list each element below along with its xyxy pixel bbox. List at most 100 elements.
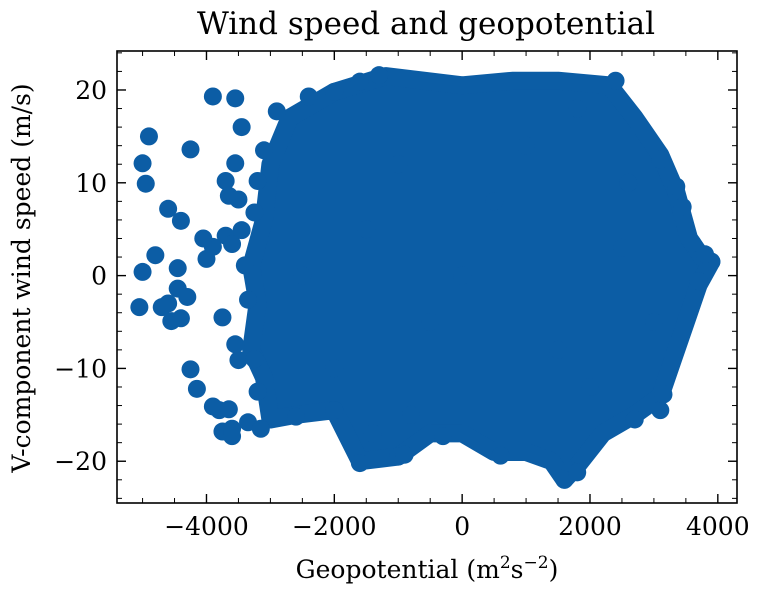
y-tick-label: 0 [91, 262, 107, 291]
scatter-point [229, 351, 248, 370]
x-axis-label: Geopotential (m2s−2) [296, 553, 559, 584]
scatter-point [286, 407, 305, 426]
scatter-point [568, 99, 587, 118]
scatter-point [325, 359, 344, 378]
scatter-point [606, 71, 625, 90]
scatter-point [216, 171, 235, 190]
scatter-point [568, 463, 587, 482]
scatter-point [363, 424, 382, 443]
scatter-point [136, 174, 155, 193]
scatter-point [203, 87, 222, 106]
scatter-point [696, 245, 715, 264]
scatter-point [232, 221, 251, 240]
chart-title: Wind speed and geopotential [197, 6, 655, 42]
y-tick-label: 20 [75, 76, 107, 105]
scatter-point [168, 259, 187, 278]
x-axis-label-main: Geopotential (m [296, 555, 500, 584]
scatter-point [350, 72, 369, 91]
scatter-point [226, 335, 245, 354]
scatter-point [248, 382, 267, 401]
scatter-point [357, 220, 376, 239]
scatter-point [491, 446, 510, 465]
scatter-point [433, 427, 452, 446]
scatter-point [267, 102, 286, 121]
scatter-point [389, 155, 408, 174]
scatter-point [133, 154, 152, 173]
scatter-point [133, 262, 152, 281]
scatter-point [651, 150, 670, 169]
scatter-point [171, 309, 190, 328]
scatter-point [325, 401, 344, 420]
scatter-point [213, 308, 232, 327]
scatter-point [654, 385, 673, 404]
scatter-point [245, 203, 264, 222]
x-axis-label-sup2: −2 [524, 553, 549, 573]
scatter-point [255, 141, 274, 160]
scatter-point [299, 87, 318, 106]
scatter-point [549, 340, 568, 359]
scatter-point [223, 235, 242, 254]
x-axis-label-end: ) [549, 555, 559, 584]
scatter-point [239, 290, 258, 309]
scatter-point [350, 454, 369, 473]
scatter-point [159, 199, 178, 218]
scatter-point [178, 287, 197, 306]
plot-points-group [130, 66, 721, 489]
y-tick-label: 10 [75, 169, 107, 198]
scatter-point [181, 360, 200, 379]
scatter-point [146, 246, 165, 265]
x-tick-label: 2000 [558, 512, 622, 541]
scatter-point [395, 445, 414, 464]
scatter-point [485, 192, 504, 211]
scatter-point [159, 294, 178, 313]
y-tick-label: −20 [54, 447, 107, 476]
x-axis-label-mid: s [511, 555, 524, 584]
scatter-point [194, 229, 213, 248]
scatter-point [667, 177, 686, 196]
scatter-point [219, 400, 238, 419]
scatter-point [689, 272, 708, 291]
scatter-point [187, 379, 206, 398]
scatter-point [251, 419, 270, 438]
scatter-point [421, 313, 440, 332]
x-tick-label: −2000 [292, 512, 377, 541]
scatter-point [325, 82, 344, 101]
scatter-point [245, 350, 264, 369]
y-axis-label: V-component wind speed (m/s) [7, 83, 36, 473]
scatter-point [229, 190, 248, 209]
axes-frame [116, 50, 738, 504]
scatter-point [130, 298, 149, 317]
scatter-point [370, 66, 389, 85]
plot-area [130, 66, 721, 489]
scatter-point [248, 171, 267, 190]
scatter-point [223, 427, 242, 446]
scatter-point [293, 266, 312, 285]
axis-ticks: −4000 −2000 0 2000 4000 −20 −10 0 10 20 [54, 51, 750, 541]
scatter-point [226, 89, 245, 108]
scatter-point [612, 238, 631, 257]
x-tick-label: 0 [454, 512, 470, 541]
scatter-point [402, 405, 421, 424]
y-tick-label: −10 [54, 354, 107, 383]
plot-frame [116, 50, 738, 504]
scatter-point [619, 173, 638, 192]
x-axis-label-sup1: 2 [500, 553, 511, 573]
scatter-point [226, 154, 245, 173]
scatter-point [644, 313, 663, 332]
scatter-point [197, 249, 216, 268]
scatter-point [651, 401, 670, 420]
scatter-point [171, 211, 190, 230]
scatter-point [453, 266, 472, 285]
scatter-point [580, 377, 599, 396]
x-tick-label: 4000 [686, 512, 750, 541]
scatter-point [673, 197, 692, 216]
scatter-point [625, 410, 644, 429]
scatter-point [683, 234, 702, 253]
scatter-point [139, 127, 158, 146]
scatter-point [181, 140, 200, 159]
x-tick-label: −4000 [164, 512, 249, 541]
scatter-point [232, 118, 251, 137]
scatter-point [235, 256, 254, 275]
